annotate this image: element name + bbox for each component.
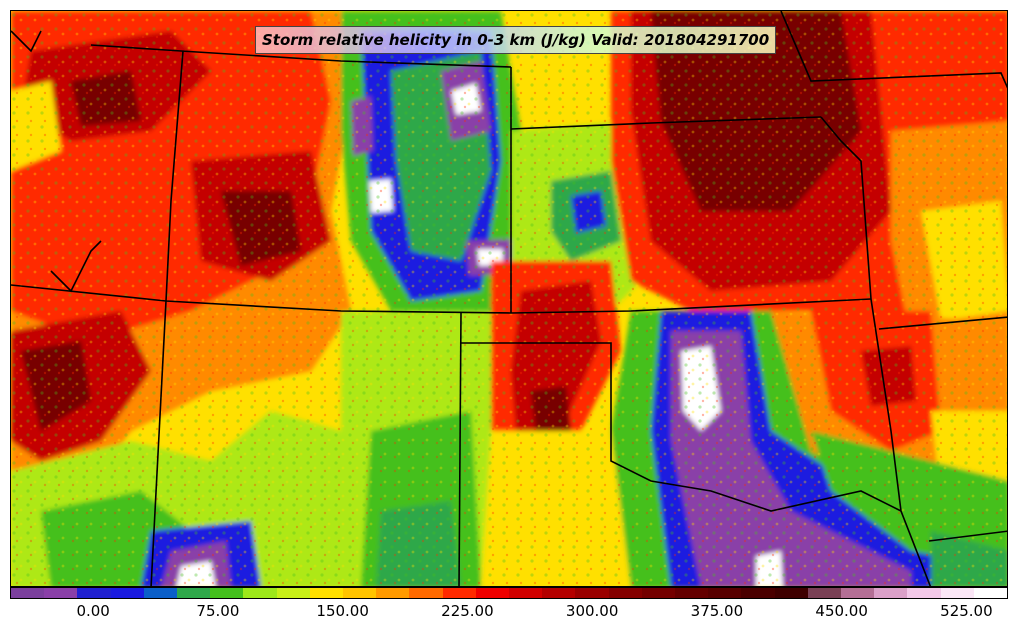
colorbar-segment bbox=[77, 588, 111, 598]
colorbar-segment bbox=[608, 588, 642, 598]
colorbar-segment bbox=[575, 588, 609, 598]
colorbar-segment bbox=[110, 588, 144, 598]
colorbar-segment bbox=[774, 588, 808, 598]
colorbar-segment bbox=[509, 588, 543, 598]
colorbar-tick-label: 75.00 bbox=[196, 602, 240, 620]
colorbar-segment bbox=[442, 588, 476, 598]
colorbar-segment bbox=[243, 588, 277, 598]
colorbar-segment bbox=[475, 588, 510, 598]
colorbar-segment bbox=[210, 588, 244, 598]
colorbar-segment bbox=[376, 588, 410, 598]
colorbar-segment bbox=[675, 588, 709, 598]
colorbar-segment bbox=[343, 588, 377, 598]
colorbar-segment bbox=[741, 588, 775, 598]
colorbar bbox=[10, 587, 1008, 599]
colorbar-tick-label: 150.00 bbox=[316, 602, 369, 620]
colorbar-segment bbox=[807, 588, 842, 598]
colorbar-segment bbox=[907, 588, 941, 598]
map-title: Storm relative helicity in 0-3 km (J/kg)… bbox=[255, 26, 777, 54]
colorbar-segment bbox=[940, 588, 974, 598]
colorbar-tick-label: 300.00 bbox=[565, 602, 619, 620]
colorbar-segment bbox=[44, 588, 78, 598]
colorbar-tick-label: 375.00 bbox=[690, 602, 744, 620]
colorbar-segment bbox=[309, 588, 344, 598]
colorbar-segment bbox=[708, 588, 742, 598]
helicity-map bbox=[11, 11, 1007, 586]
colorbar-segment bbox=[542, 588, 576, 598]
colorbar-segment bbox=[973, 588, 1008, 598]
colorbar-segment bbox=[11, 588, 45, 598]
colorbar-segment bbox=[276, 588, 310, 598]
map-panel: Storm relative helicity in 0-3 km (J/kg)… bbox=[10, 10, 1008, 587]
colorbar-tick-label: 450.00 bbox=[815, 602, 868, 620]
colorbar-ticks: 0.00 75.00 150.00 225.00 300.00 375.00 450.00 5… bbox=[10, 602, 1008, 624]
colorbar-tick-label: 225.00 bbox=[441, 602, 494, 620]
colorbar-segment bbox=[177, 588, 211, 598]
colorbar-segment bbox=[841, 588, 875, 598]
colorbar-segment bbox=[641, 588, 676, 598]
colorbar-segment bbox=[409, 588, 443, 598]
state-boundaries bbox=[11, 11, 1007, 586]
colorbar-segment bbox=[874, 588, 908, 598]
colorbar-tick-label: 525.00 bbox=[940, 602, 993, 620]
colorbar-segment bbox=[143, 588, 178, 598]
colorbar-tick-label: 0.00 bbox=[76, 602, 110, 620]
